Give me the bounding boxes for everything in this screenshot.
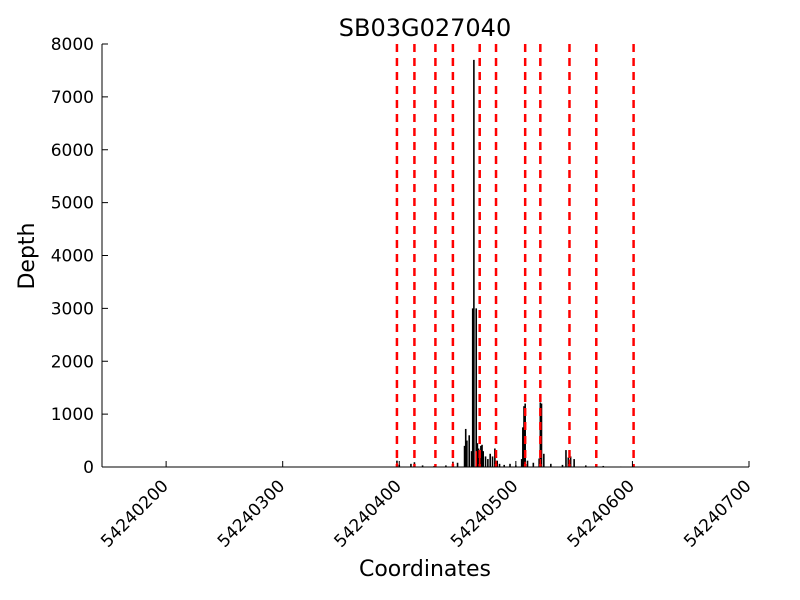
y-tick-label: 2000 [51, 352, 94, 372]
y-tick-label: 8000 [51, 35, 94, 55]
y-tick-label: 6000 [51, 141, 94, 161]
x-tick-label: 54240600 [564, 476, 639, 551]
y-tick-label: 1000 [51, 405, 94, 425]
y-axis-label: Depth [15, 222, 40, 289]
y-tick-label: 7000 [51, 88, 94, 108]
x-tick-label: 54240700 [680, 476, 755, 551]
chart-title: SB03G027040 [339, 14, 511, 42]
y-tick-label: 4000 [51, 247, 94, 267]
y-tick-label: 0 [83, 458, 94, 478]
plot-area: 0 1000 2000 3000 4000 5000 6000 7000 8000 5424020… [51, 35, 756, 552]
y-tick-label: 3000 [51, 299, 94, 319]
x-tick-label: 54240300 [214, 476, 289, 551]
x-tick-label: 54240200 [97, 476, 172, 551]
x-axis-label: Coordinates [359, 557, 491, 582]
x-tick-label: 54240500 [447, 476, 522, 551]
y-tick-label: 5000 [51, 194, 94, 214]
x-tick-label: 54240400 [330, 476, 405, 551]
